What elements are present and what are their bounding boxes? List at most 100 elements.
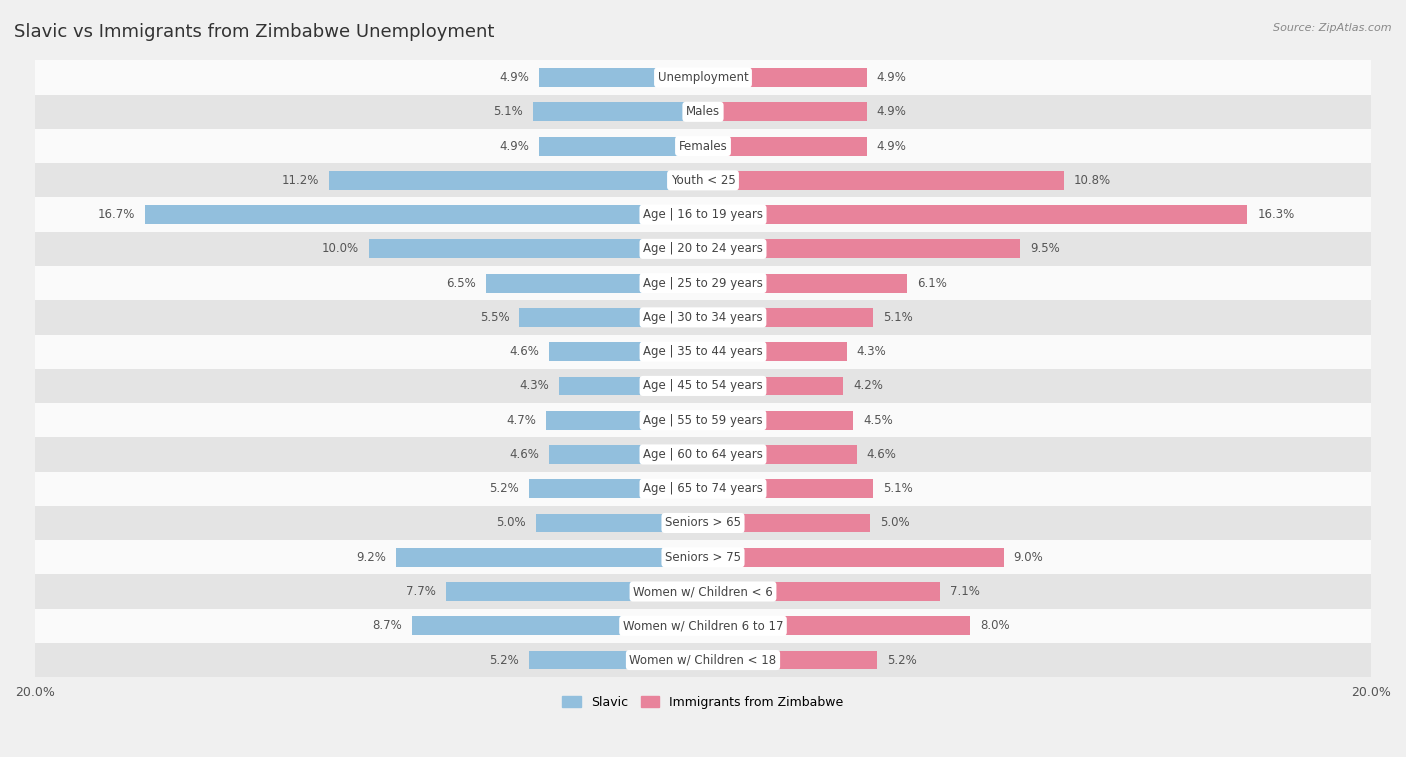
Bar [703, 376, 844, 395]
Bar [703, 650, 877, 669]
Bar [703, 68, 866, 87]
Legend: Slavic, Immigrants from Zimbabwe: Slavic, Immigrants from Zimbabwe [557, 691, 849, 714]
Text: 5.1%: 5.1% [883, 311, 912, 324]
Text: 4.6%: 4.6% [509, 448, 540, 461]
Bar [35, 472, 1371, 506]
Bar [368, 239, 703, 258]
Text: Age | 65 to 74 years: Age | 65 to 74 years [643, 482, 763, 495]
Bar [35, 403, 1371, 438]
Text: Age | 30 to 34 years: Age | 30 to 34 years [643, 311, 763, 324]
Bar [703, 445, 856, 464]
Bar [703, 513, 870, 532]
Bar [703, 308, 873, 327]
Bar [703, 274, 907, 292]
Text: 5.2%: 5.2% [887, 653, 917, 666]
Text: Age | 35 to 44 years: Age | 35 to 44 years [643, 345, 763, 358]
Bar [560, 376, 703, 395]
Text: 8.0%: 8.0% [980, 619, 1010, 632]
Bar [486, 274, 703, 292]
Bar [703, 548, 1004, 567]
Bar [550, 445, 703, 464]
Text: Seniors > 65: Seniors > 65 [665, 516, 741, 529]
Text: 4.7%: 4.7% [506, 413, 536, 427]
Bar [703, 137, 866, 155]
Text: 4.5%: 4.5% [863, 413, 893, 427]
Text: Age | 16 to 19 years: Age | 16 to 19 years [643, 208, 763, 221]
Bar [529, 650, 703, 669]
Text: 5.0%: 5.0% [880, 516, 910, 529]
Text: 7.7%: 7.7% [406, 585, 436, 598]
Text: 5.2%: 5.2% [489, 482, 519, 495]
Bar [703, 342, 846, 361]
Text: Women w/ Children < 18: Women w/ Children < 18 [630, 653, 776, 666]
Text: 10.8%: 10.8% [1074, 174, 1111, 187]
Bar [35, 506, 1371, 540]
Bar [35, 540, 1371, 575]
Bar [703, 171, 1064, 190]
Bar [703, 102, 866, 121]
Text: Age | 25 to 29 years: Age | 25 to 29 years [643, 276, 763, 290]
Text: Unemployment: Unemployment [658, 71, 748, 84]
Text: 4.9%: 4.9% [877, 105, 907, 118]
Text: Women w/ Children < 6: Women w/ Children < 6 [633, 585, 773, 598]
Bar [329, 171, 703, 190]
Text: 4.3%: 4.3% [520, 379, 550, 392]
Bar [35, 438, 1371, 472]
Text: Source: ZipAtlas.com: Source: ZipAtlas.com [1274, 23, 1392, 33]
Bar [703, 205, 1247, 224]
Text: 11.2%: 11.2% [281, 174, 319, 187]
Bar [35, 95, 1371, 129]
Bar [35, 575, 1371, 609]
Text: 4.9%: 4.9% [877, 139, 907, 153]
Text: Age | 45 to 54 years: Age | 45 to 54 years [643, 379, 763, 392]
Text: 5.2%: 5.2% [489, 653, 519, 666]
Bar [703, 411, 853, 430]
Bar [536, 513, 703, 532]
Text: 4.3%: 4.3% [856, 345, 886, 358]
Text: Age | 55 to 59 years: Age | 55 to 59 years [643, 413, 763, 427]
Bar [35, 369, 1371, 403]
Text: 4.9%: 4.9% [499, 71, 529, 84]
Bar [519, 308, 703, 327]
Bar [703, 239, 1021, 258]
Text: 4.6%: 4.6% [866, 448, 897, 461]
Bar [395, 548, 703, 567]
Text: 5.0%: 5.0% [496, 516, 526, 529]
Text: Age | 20 to 24 years: Age | 20 to 24 years [643, 242, 763, 255]
Bar [145, 205, 703, 224]
Text: Females: Females [679, 139, 727, 153]
Text: 4.9%: 4.9% [877, 71, 907, 84]
Text: 6.1%: 6.1% [917, 276, 946, 290]
Text: 5.1%: 5.1% [494, 105, 523, 118]
Bar [703, 582, 941, 601]
Text: 5.5%: 5.5% [479, 311, 509, 324]
Text: 8.7%: 8.7% [373, 619, 402, 632]
Text: Males: Males [686, 105, 720, 118]
Text: 4.6%: 4.6% [509, 345, 540, 358]
Text: 9.0%: 9.0% [1014, 551, 1043, 564]
Bar [35, 335, 1371, 369]
Text: 7.1%: 7.1% [950, 585, 980, 598]
Bar [35, 61, 1371, 95]
Text: 4.9%: 4.9% [499, 139, 529, 153]
Bar [35, 266, 1371, 301]
Bar [540, 137, 703, 155]
Text: 9.2%: 9.2% [356, 551, 385, 564]
Text: 16.3%: 16.3% [1257, 208, 1295, 221]
Text: Slavic vs Immigrants from Zimbabwe Unemployment: Slavic vs Immigrants from Zimbabwe Unemp… [14, 23, 495, 41]
Text: Seniors > 75: Seniors > 75 [665, 551, 741, 564]
Text: 5.1%: 5.1% [883, 482, 912, 495]
Bar [412, 616, 703, 635]
Bar [703, 616, 970, 635]
Bar [35, 609, 1371, 643]
Text: 6.5%: 6.5% [446, 276, 475, 290]
Bar [546, 411, 703, 430]
Bar [35, 643, 1371, 678]
Text: 9.5%: 9.5% [1031, 242, 1060, 255]
Text: Women w/ Children 6 to 17: Women w/ Children 6 to 17 [623, 619, 783, 632]
Bar [703, 479, 873, 498]
Bar [35, 164, 1371, 198]
Bar [550, 342, 703, 361]
Bar [35, 232, 1371, 266]
Bar [529, 479, 703, 498]
